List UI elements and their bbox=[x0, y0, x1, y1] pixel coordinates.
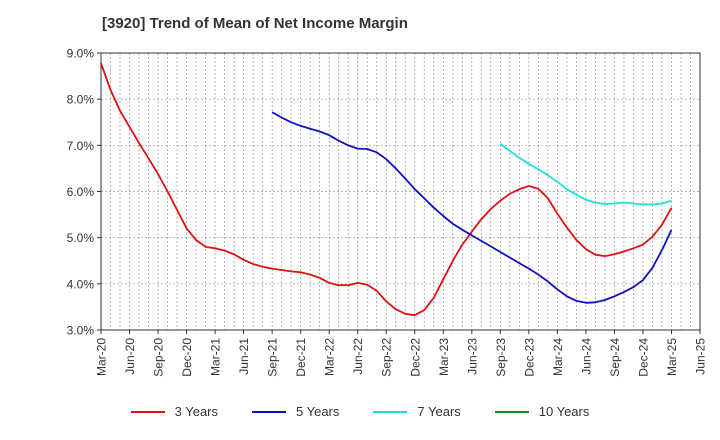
x-tick-label: Dec-23 bbox=[522, 338, 536, 377]
series-line-5-years bbox=[271, 111, 673, 304]
x-tick-label: Mar-21 bbox=[209, 338, 223, 376]
x-tick-label: Mar-23 bbox=[437, 338, 451, 376]
x-tick-label: Dec-24 bbox=[636, 338, 650, 377]
x-tick-label: Sep-20 bbox=[152, 338, 166, 377]
x-tick-label: Mar-25 bbox=[665, 338, 679, 376]
x-tick-label: Dec-22 bbox=[408, 338, 422, 377]
legend-item: 10 Years bbox=[494, 404, 590, 419]
legend-swatch bbox=[494, 410, 529, 413]
legend-swatch bbox=[252, 410, 286, 413]
grid-lines bbox=[101, 53, 700, 330]
series-lines bbox=[100, 62, 673, 317]
x-tick-label: Dec-20 bbox=[180, 338, 194, 377]
plot-area-border bbox=[100, 52, 701, 331]
x-tick-label: Jun-20 bbox=[123, 338, 137, 375]
axes: 3.0% 4.0% 5.0% 6.0% 7.0% 8.0% 9.0% Mar-20 Jun-20… bbox=[67, 47, 708, 377]
x-tick-label: Jun-22 bbox=[351, 338, 365, 375]
x-tick-label: Sep-22 bbox=[380, 338, 394, 377]
x-tick-label: Jun-21 bbox=[237, 338, 251, 375]
x-tick-label: Jun-25 bbox=[694, 338, 708, 375]
y-tick-label: 6.0% bbox=[67, 185, 95, 199]
legend: 3 Years 5 Years 7 Years 10 Years bbox=[0, 404, 720, 419]
legend-swatch bbox=[130, 410, 165, 413]
x-tick-label: Jun-24 bbox=[579, 338, 593, 375]
legend-item: 5 Years bbox=[252, 404, 339, 419]
x-tick-label: Sep-21 bbox=[266, 338, 280, 377]
y-tick-label: 3.0% bbox=[67, 324, 95, 338]
legend-item: 3 Years bbox=[130, 404, 218, 419]
y-tick-label: 4.0% bbox=[67, 277, 95, 291]
x-tick-label: Mar-22 bbox=[323, 338, 337, 376]
x-tick-label: Mar-24 bbox=[551, 338, 565, 376]
legend-label: 3 Years bbox=[174, 404, 218, 419]
legend-label: 7 Years bbox=[417, 404, 461, 419]
y-tick-label: 9.0% bbox=[67, 47, 95, 61]
x-tick-label: Mar-20 bbox=[95, 338, 109, 376]
legend-swatch bbox=[373, 410, 408, 413]
x-tick-label: Dec-21 bbox=[294, 338, 308, 377]
x-tick-label: Sep-24 bbox=[608, 338, 622, 377]
legend-label: 5 Years bbox=[296, 404, 340, 419]
series-line-3-years bbox=[100, 62, 673, 317]
legend-label: 10 Years bbox=[538, 404, 590, 419]
y-tick-label: 7.0% bbox=[67, 139, 95, 153]
y-tick-label: 5.0% bbox=[67, 231, 95, 245]
series-line-7-years bbox=[499, 143, 672, 206]
y-tick-label: 8.0% bbox=[67, 93, 95, 107]
x-tick-label: Sep-23 bbox=[494, 338, 508, 377]
x-tick-label: Jun-23 bbox=[465, 338, 479, 375]
legend-item: 7 Years bbox=[373, 404, 461, 419]
chart-title: [3920] Trend of Mean of Net Income Margi… bbox=[102, 15, 408, 32]
